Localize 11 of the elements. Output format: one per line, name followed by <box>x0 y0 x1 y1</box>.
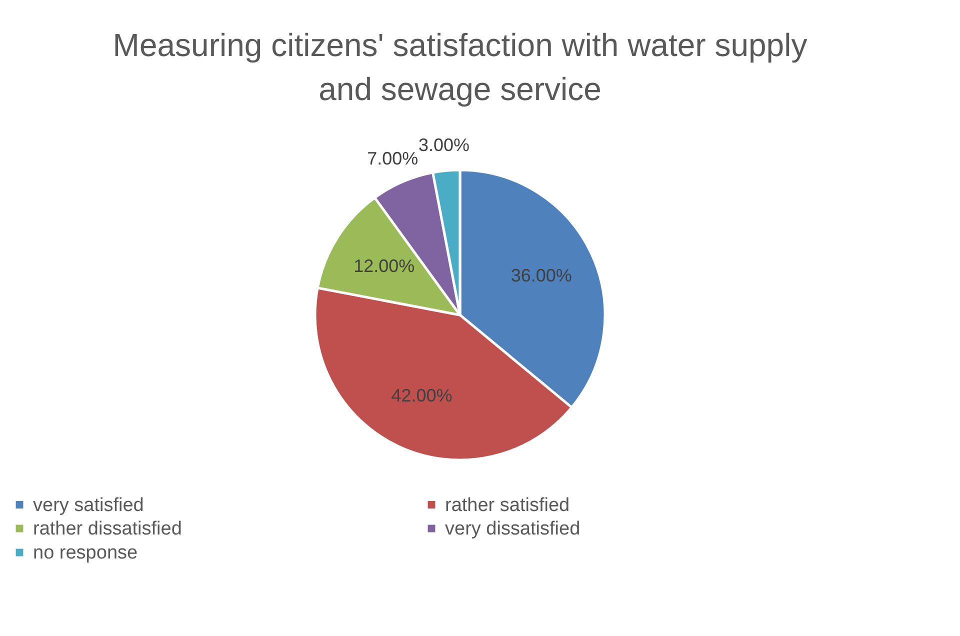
legend-label: very dissatisfied <box>445 518 580 540</box>
data-label: 36.00% <box>510 266 572 286</box>
legend-label: no response <box>33 542 138 564</box>
chart-title: Measuring citizens' satisfaction with water supply and sewage service <box>112 27 808 108</box>
legend-label: rather satisfied <box>445 494 570 516</box>
data-label: 7.00% <box>367 148 418 168</box>
data-label: 12.00% <box>354 256 415 276</box>
data-label: 3.00% <box>418 135 470 156</box>
data-label: 42.00% <box>391 385 452 406</box>
legend-label: rather dissatisfied <box>33 518 182 540</box>
legend-label: very satisfied <box>33 494 144 516</box>
